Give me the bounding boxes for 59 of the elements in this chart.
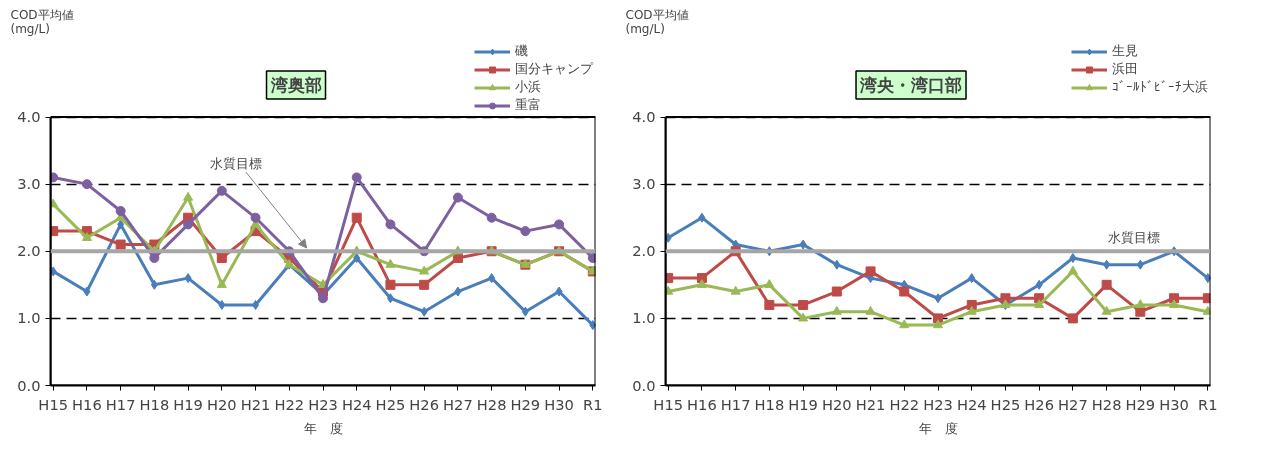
x-tick-label: H28 [476, 395, 507, 413]
x-axis-title: 年 度 [918, 420, 958, 436]
chart-title: 湾央・湾口部 [859, 75, 963, 96]
x-tick-label: R1 [583, 395, 603, 413]
y-tick-label: 3.0 [632, 175, 656, 193]
x-tick-label: H17 [720, 395, 751, 413]
y-tick-label: 4.0 [17, 108, 41, 126]
legend-label: ｺﾞｰﾙﾄﾞﾋﾞｰﾁ大浜 [1112, 78, 1208, 96]
legend-label: 国分キャンプ [515, 60, 593, 78]
y-axis-title: COD平均値 (mg/L) [625, 7, 689, 36]
y-tick-label: 2.0 [17, 242, 41, 260]
x-tick-label: H19 [788, 395, 818, 413]
x-tick-label: H17 [105, 395, 136, 413]
x-tick-label: H26 [1024, 395, 1055, 413]
legend-label: 浜田 [1112, 60, 1138, 78]
x-tick-label: H15 [653, 395, 684, 413]
y-tick-label: 0.0 [17, 376, 41, 394]
x-tick-label: H22 [274, 395, 305, 413]
x-tick-label: H24 [956, 395, 987, 413]
ref-line-label: 水質目標 [209, 155, 262, 171]
y-tick-label: 4.0 [632, 108, 656, 126]
y-tick-label: 2.0 [632, 242, 656, 260]
x-tick-label: H24 [341, 395, 372, 413]
x-tick-label: H23 [923, 395, 953, 413]
x-tick-label: H18 [754, 395, 785, 413]
x-axis-title: 年 度 [303, 420, 343, 436]
x-tick-label: H27 [1058, 395, 1088, 413]
x-tick-label: H25 [375, 395, 406, 413]
legend-label: 生見 [1112, 42, 1138, 60]
x-tick-label: H22 [889, 395, 920, 413]
x-tick-label: H29 [1125, 395, 1156, 413]
legend-label: 小浜 [515, 78, 541, 96]
y-tick-label: 0.0 [632, 376, 656, 394]
x-tick-label: R1 [1198, 395, 1218, 413]
x-tick-label: H20 [206, 395, 237, 413]
legend-label: 磯 [515, 42, 529, 60]
legend-label: 重富 [515, 96, 541, 114]
x-tick-label: H15 [38, 395, 69, 413]
y-axis-title: COD平均値 (mg/L) [10, 7, 74, 36]
x-tick-label: H23 [308, 395, 338, 413]
y-tick-label: 3.0 [17, 175, 41, 193]
x-tick-label: H18 [139, 395, 170, 413]
x-tick-label: H20 [821, 395, 852, 413]
x-tick-label: H21 [240, 395, 271, 413]
x-tick-label: H19 [173, 395, 203, 413]
x-tick-label: H29 [510, 395, 541, 413]
y-tick-label: 1.0 [17, 309, 41, 327]
x-tick-label: H21 [855, 395, 886, 413]
x-tick-label: H30 [1159, 395, 1189, 413]
y-tick-label: 1.0 [632, 309, 656, 327]
x-tick-label: H16 [687, 395, 717, 413]
chart-title: 湾奥部 [269, 75, 322, 96]
x-tick-label: H27 [443, 395, 473, 413]
ref-line-label: 水質目標 [1108, 230, 1161, 246]
x-tick-label: H30 [544, 395, 574, 413]
x-tick-label: H28 [1091, 395, 1122, 413]
x-tick-label: H25 [990, 395, 1021, 413]
x-tick-label: H16 [72, 395, 102, 413]
x-tick-label: H26 [409, 395, 440, 413]
